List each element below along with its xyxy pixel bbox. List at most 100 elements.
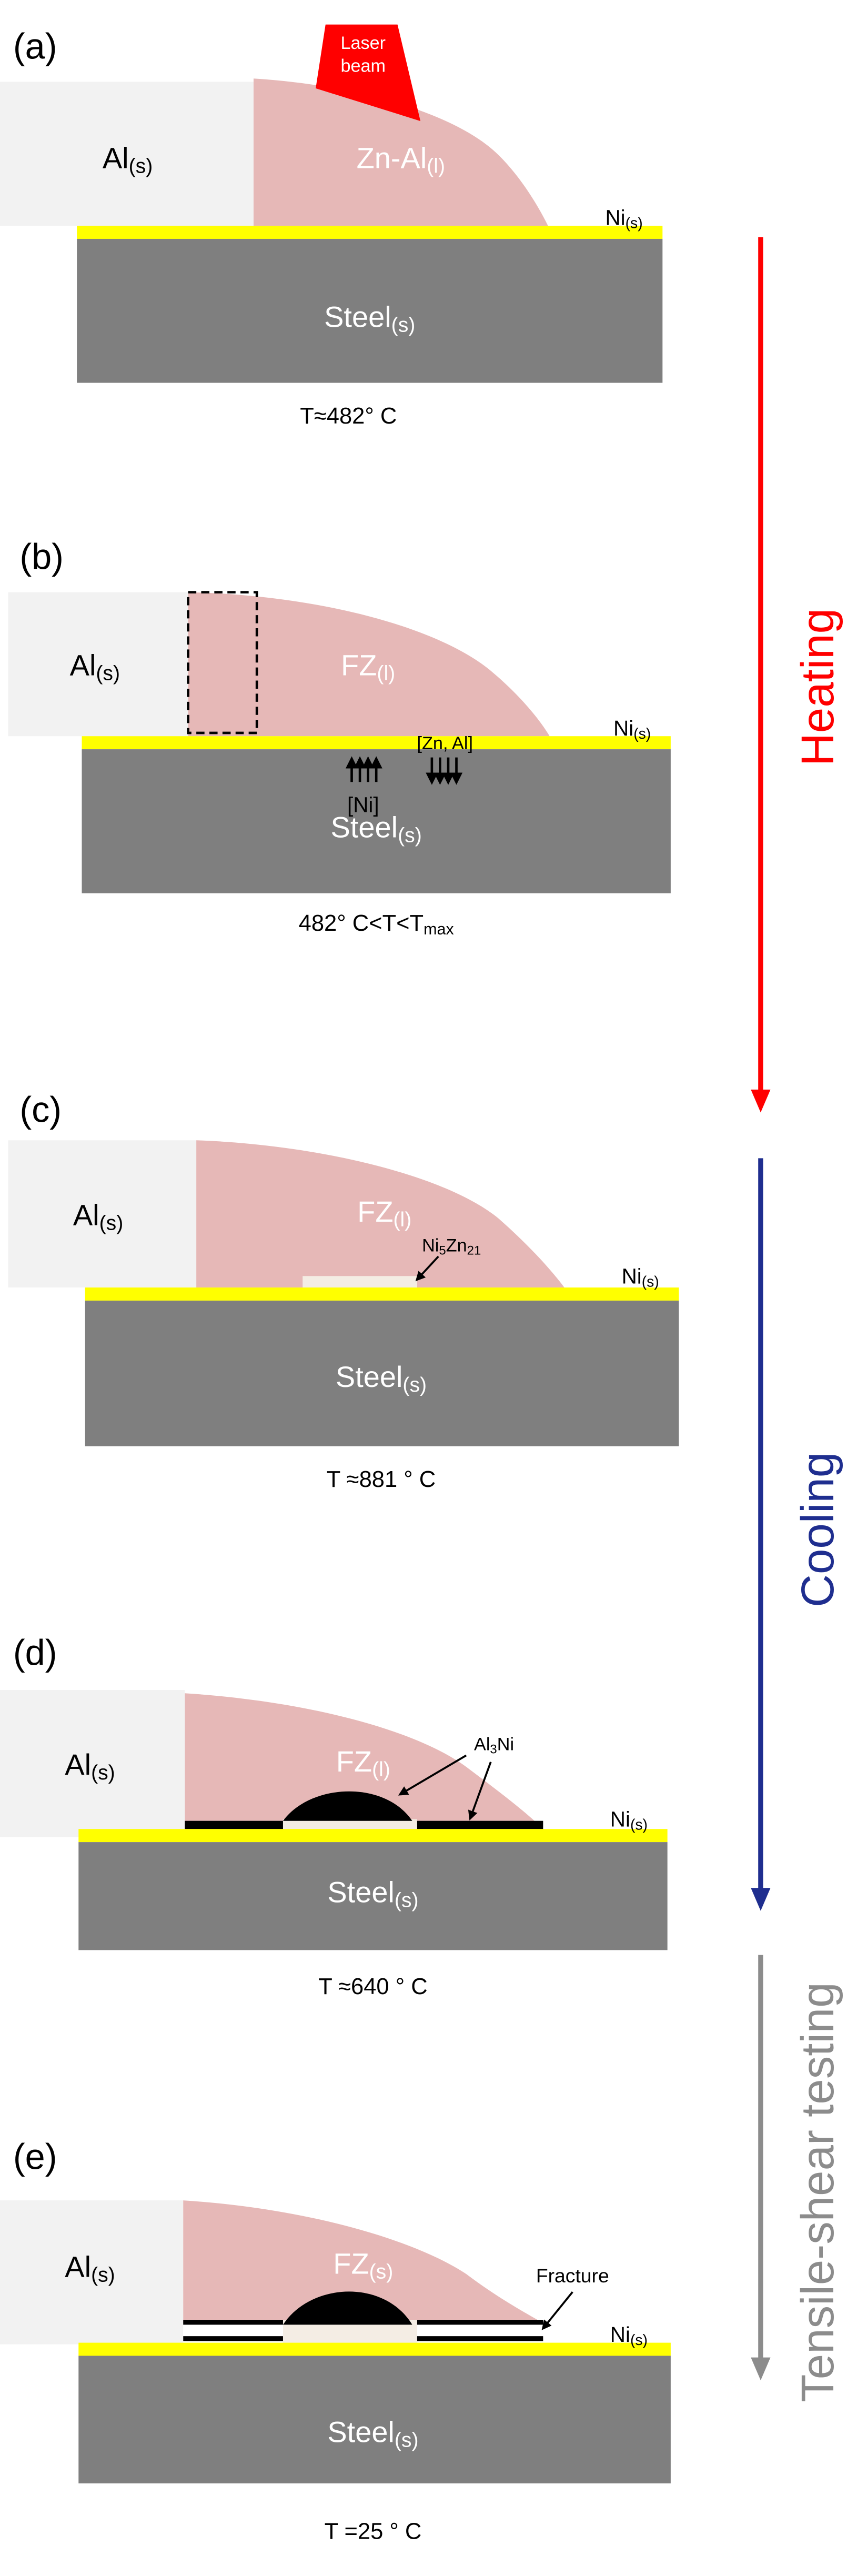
panel-c: (c) Al(s) FZ(l) Ni5Zn21 Ni(s) Steel(s) T… — [8, 1090, 679, 1492]
panel-label: (d) — [13, 1633, 57, 1673]
zone-label: FZ(s) — [333, 2247, 393, 2283]
subscript: (s) — [630, 2332, 648, 2349]
al-label: Al(s) — [70, 648, 120, 685]
ni-label: Ni(s) — [613, 716, 651, 742]
ni-label: Ni(s) — [610, 2322, 648, 2349]
steel-label: Steel(s) — [336, 1360, 427, 1396]
text-part: FZ — [341, 648, 377, 681]
pointer-arrow — [541, 2291, 573, 2330]
arrow-head — [751, 1888, 771, 1911]
subscript: (s) — [642, 1273, 659, 1290]
steel-label: Steel(s) — [327, 1875, 418, 1911]
subscript: (s) — [391, 314, 416, 336]
text-part: Steel — [336, 1360, 403, 1393]
imc-layer — [183, 2320, 283, 2325]
dome-imc — [283, 2291, 412, 2325]
panel-e: (e) Al(s) FZ(s) Fracture Ni(s) Steel(s) … — [0, 2137, 671, 2544]
text-part: Steel — [324, 300, 391, 333]
steel-label: Steel(s) — [327, 2416, 418, 2452]
subscript: (s) — [395, 2429, 419, 2452]
text-part: Ni — [605, 205, 625, 229]
intermetallic — [303, 1276, 417, 1288]
zone-label: Zn-Al(l) — [357, 141, 445, 177]
text-part: T≈482° C — [300, 403, 397, 428]
ni-label: Ni(s) — [622, 1264, 659, 1290]
aluminum — [8, 592, 188, 737]
arrow-head — [751, 1089, 771, 1113]
process-label: Cooling — [792, 1452, 843, 1607]
imc-layer — [417, 2336, 543, 2341]
temperature: T≈482° C — [300, 403, 397, 428]
text-part: T ≈640 ° C — [318, 1974, 427, 1999]
temperature: T =25 ° C — [325, 2519, 422, 2544]
subscript: (s) — [395, 1889, 419, 1912]
subscript: 21 — [467, 1243, 481, 1257]
text-part: 482° C<T<T — [299, 910, 424, 935]
subscript: (s) — [398, 824, 422, 847]
imc-layer — [183, 2336, 283, 2341]
text-part: Al — [103, 141, 129, 174]
al-label: Al(s) — [65, 2250, 115, 2286]
process-arrows: Heating Cooling Tensile-shear testing — [751, 237, 843, 2402]
steel — [85, 1300, 679, 1446]
text-part: Ni — [622, 1264, 642, 1288]
panel-a: (a) Al(s) Zn-Al(l) Laser beam Ni(s) Stee… — [0, 24, 663, 428]
temperature: T ≈640 ° C — [318, 1974, 427, 1999]
aluminum — [8, 1140, 197, 1288]
subscript: (s) — [129, 155, 153, 178]
nickel-layer — [82, 736, 671, 750]
steel-label: Steel(s) — [331, 810, 422, 847]
text-part: Ni — [610, 1807, 630, 1831]
nickel-layer — [77, 226, 663, 239]
laser-beam — [316, 24, 421, 122]
imc-layer — [185, 1820, 283, 1829]
text-part: T ≈881 ° C — [327, 1466, 436, 1492]
text-part: Ni — [497, 1735, 514, 1755]
dome-imc — [283, 1791, 412, 1821]
text-part: FZ — [357, 1195, 393, 1228]
panel-b: (b) Al(s) FZ(l) [Zn, Al] [Ni] Ni(s) Stee… — [8, 537, 671, 938]
pointer-arrow — [468, 1762, 492, 1821]
text-part: Steel — [327, 2416, 395, 2449]
text-part: FZ — [336, 1745, 372, 1778]
text-part: Al — [73, 1198, 99, 1231]
text-part: T =25 ° C — [325, 2519, 422, 2544]
laser-label: Laser — [341, 33, 386, 53]
steel — [77, 238, 663, 383]
zone-label: FZ(l) — [341, 648, 395, 685]
text-part: Al — [70, 648, 96, 681]
subscript: (l) — [372, 1758, 390, 1781]
text-part: Ni — [422, 1235, 439, 1255]
subscript: 3 — [490, 1742, 497, 1756]
subscript: 5 — [439, 1243, 446, 1257]
text-part: Zn-Al — [357, 141, 427, 174]
zone-label: FZ(l) — [357, 1195, 411, 1231]
nickel-layer — [78, 2342, 671, 2356]
phase-label: Ni5Zn21 — [422, 1235, 481, 1257]
nickel-layer — [85, 1287, 679, 1301]
al-label: Al(s) — [103, 141, 153, 177]
temperature: 482° C<T<Tmax — [299, 910, 454, 938]
text-part: Zn — [446, 1235, 467, 1255]
panel-label: (b) — [19, 537, 64, 577]
subscript: (s) — [626, 215, 643, 232]
subscript: (l) — [394, 1209, 412, 1231]
temperature: T ≈881 ° C — [327, 1466, 436, 1492]
al-label: Al(s) — [73, 1198, 123, 1234]
diffusion-arrows — [345, 756, 463, 785]
imc-layer — [417, 2320, 543, 2325]
zone-label: FZ(l) — [336, 1745, 390, 1781]
pointer-arrow — [398, 1754, 467, 1796]
fusion-zone — [185, 1693, 543, 1829]
al-label: Al(s) — [65, 1748, 115, 1784]
pointer-arrow — [415, 1255, 439, 1282]
subscript: (s) — [630, 1816, 648, 1833]
annotation: [Ni] — [347, 793, 379, 817]
panel-d: (d) Al(s) FZ(l) Al3Ni Ni(s) Steel(s) T ≈… — [0, 1633, 668, 1999]
text-part: Al — [65, 2250, 91, 2283]
phase-label: Al3Ni — [474, 1735, 514, 1757]
text-part: Al — [474, 1735, 490, 1755]
subscript: (s) — [91, 2264, 115, 2287]
text-part: Ni — [613, 716, 633, 740]
